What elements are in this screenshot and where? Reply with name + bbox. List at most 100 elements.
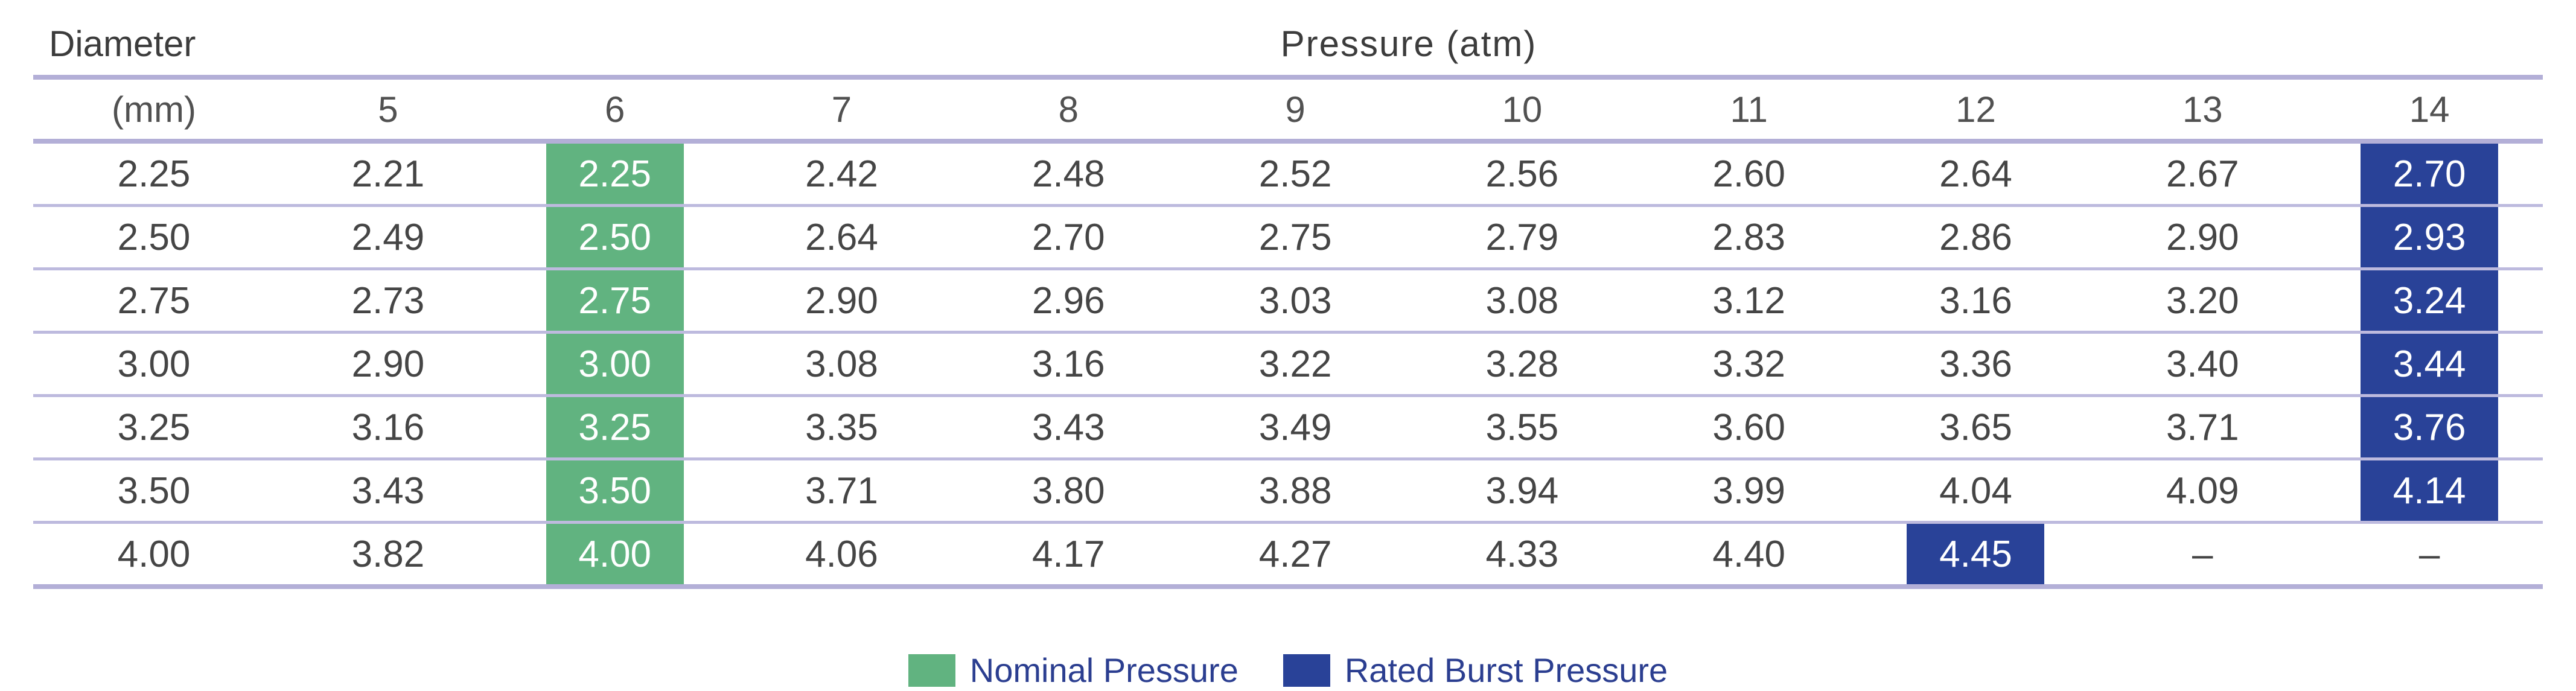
- table-row-3.50: 3.50 3.43 3.50 3.71 3.80 3.88 3.94 3.99 4.04 4.09…: [33, 457, 2543, 521]
- value-cell: 2.42: [805, 153, 878, 195]
- value-cell: 2.64: [1939, 153, 2012, 195]
- value-cell: 2.75: [1182, 204, 1409, 267]
- pressure-col-header-12: 12: [1862, 80, 2090, 144]
- value-cell: 3.60: [1635, 394, 1863, 457]
- value-cell: 3.43: [955, 394, 1182, 457]
- rated-burst-pressure-legend-label: Rated Burst Pressure: [1344, 651, 1668, 689]
- rated-burst-pressure-cell: 3.44: [2316, 331, 2543, 394]
- nominal-pressure-cell: 3.50: [501, 457, 728, 521]
- legend: Nominal Pressure Rated Burst Pressure: [0, 651, 2576, 690]
- value-cell: 3.35: [728, 394, 955, 457]
- table-row-2.25: 2.25 2.21 2.25 2.42 2.48 2.52 2.56 2.60 2.64 2.67…: [33, 144, 2543, 204]
- pressure-col-header-10: 10: [1408, 80, 1636, 144]
- value-cell: 3.03: [1182, 267, 1409, 331]
- diameter-unit-label: (mm): [33, 80, 275, 144]
- rated-burst-pressure-cell: 3.24: [2316, 267, 2543, 331]
- rated-burst-pressure-cell: 3.76: [2316, 394, 2543, 457]
- value-cell: 4.06: [728, 521, 955, 589]
- value-cell: 2.21: [351, 153, 425, 195]
- value-cell: 2.79: [1408, 204, 1636, 267]
- pressure-header-label: Pressure (atm): [275, 12, 2543, 80]
- value-cell: 3.16: [955, 331, 1182, 394]
- value-cell: 3.99: [1635, 457, 1863, 521]
- value-cell: 3.49: [1182, 394, 1409, 457]
- pressure-col-header-5: 5: [275, 80, 502, 144]
- table-row-3.00: 3.00 2.90 3.00 3.08 3.16 3.22 3.28 3.32 3.36 3.40…: [33, 331, 2543, 394]
- value-cell: 2.73: [275, 267, 502, 331]
- diameter-cell: 3.25: [33, 394, 275, 457]
- diameter-cell: 2.50: [33, 204, 275, 267]
- value-cell: –: [2316, 521, 2543, 589]
- diameter-cell: 4.00: [33, 521, 275, 589]
- value-cell: 4.33: [1408, 521, 1636, 589]
- value-cell: 3.16: [275, 394, 502, 457]
- value-cell: 2.90: [2089, 204, 2316, 267]
- value-cell: 2.52: [1258, 153, 1332, 195]
- rated-burst-pressure-cell: 2.93: [2316, 204, 2543, 267]
- value-cell: 2.90: [728, 267, 955, 331]
- nominal-pressure-cell: 2.25: [502, 144, 728, 204]
- nominal-pressure-cell: 2.50: [501, 204, 728, 267]
- value-cell: 3.43: [275, 457, 502, 521]
- table-row-2.50: 2.50 2.49 2.50 2.64 2.70 2.75 2.79 2.83 2.86 2.90…: [33, 204, 2543, 267]
- nominal-pressure-cell: 3.00: [501, 331, 728, 394]
- value-cell: 2.90: [275, 331, 502, 394]
- group-header-row: Diameter Pressure (atm): [33, 12, 2543, 80]
- value-cell: 3.80: [955, 457, 1182, 521]
- value-cell: 2.96: [955, 267, 1182, 331]
- rated-burst-pressure-cell: 4.45: [1862, 521, 2090, 589]
- value-cell: 4.04: [1862, 457, 2090, 521]
- value-cell: 3.16: [1862, 267, 2090, 331]
- rated-burst-pressure-swatch-icon: [1283, 654, 1330, 687]
- value-cell: 3.36: [1862, 331, 2090, 394]
- value-cell: 2.67: [2166, 153, 2239, 195]
- value-cell: 3.71: [2089, 394, 2316, 457]
- nominal-pressure-cell: 4.00: [501, 521, 728, 589]
- value-cell: 2.70: [955, 204, 1182, 267]
- value-cell: 3.82: [275, 521, 502, 589]
- nominal-pressure-legend-label: Nominal Pressure: [969, 651, 1239, 689]
- value-cell: 3.88: [1182, 457, 1409, 521]
- value-cell: 3.55: [1408, 394, 1636, 457]
- value-cell: 3.71: [728, 457, 955, 521]
- nominal-pressure-cell: 3.25: [501, 394, 728, 457]
- value-cell: 3.94: [1408, 457, 1636, 521]
- diameter-header-label: Diameter: [33, 12, 275, 80]
- value-cell: 2.86: [1862, 204, 2090, 267]
- diameter-cell: 3.50: [33, 457, 275, 521]
- diameter-cell: 2.75: [33, 267, 275, 331]
- value-cell: –: [2089, 521, 2316, 589]
- diameter-cell: 3.00: [33, 331, 275, 394]
- nominal-pressure-cell: 2.75: [501, 267, 728, 331]
- value-cell: 2.56: [1485, 153, 1559, 195]
- value-cell: 3.12: [1635, 267, 1863, 331]
- table-body: 2.25 2.21 2.25 2.42 2.48 2.52 2.56 2.60 2.64 2.67…: [33, 144, 2543, 589]
- rated-burst-pressure-cell: 4.14: [2316, 457, 2543, 521]
- pressure-col-header-6: 6: [501, 80, 728, 144]
- pressure-compliance-table: Diameter Pressure (atm) (mm) 5 6 7 8 9 10 11 12…: [33, 12, 2543, 589]
- value-cell: 2.60: [1712, 153, 1786, 195]
- value-cell: 3.08: [1408, 267, 1636, 331]
- value-cell: 3.32: [1635, 331, 1863, 394]
- table-row-3.25: 3.25 3.16 3.25 3.35 3.43 3.49 3.55 3.60 3.65 3.71…: [33, 394, 2543, 457]
- table-header: Diameter Pressure (atm) (mm) 5 6 7 8 9 10 11 12…: [33, 12, 2543, 144]
- pressure-col-header-13: 13: [2089, 80, 2316, 144]
- value-cell: 2.48: [1031, 153, 1105, 195]
- rated-burst-pressure-cell: 2.70: [2316, 144, 2543, 204]
- value-cell: 3.28: [1408, 331, 1636, 394]
- pressure-col-header-8: 8: [955, 80, 1182, 144]
- pressure-columns-row: (mm) 5 6 7 8 9 10 11 12 13 14: [33, 80, 2543, 144]
- value-cell: 4.17: [955, 521, 1182, 589]
- value-cell: 2.49: [275, 204, 502, 267]
- table-row-2.75: 2.75 2.73 2.75 2.90 2.96 3.03 3.08 3.12 3.16 3.20…: [33, 267, 2543, 331]
- value-cell: 3.08: [728, 331, 955, 394]
- value-cell: 2.64: [728, 204, 955, 267]
- value-cell: 3.20: [2089, 267, 2316, 331]
- pressure-col-header-14: 14: [2316, 80, 2543, 144]
- pressure-col-header-9: 9: [1182, 80, 1409, 144]
- nominal-pressure-swatch-icon: [908, 654, 955, 687]
- value-cell: 3.40: [2089, 331, 2316, 394]
- value-cell: 4.40: [1635, 521, 1863, 589]
- value-cell: 4.27: [1182, 521, 1409, 589]
